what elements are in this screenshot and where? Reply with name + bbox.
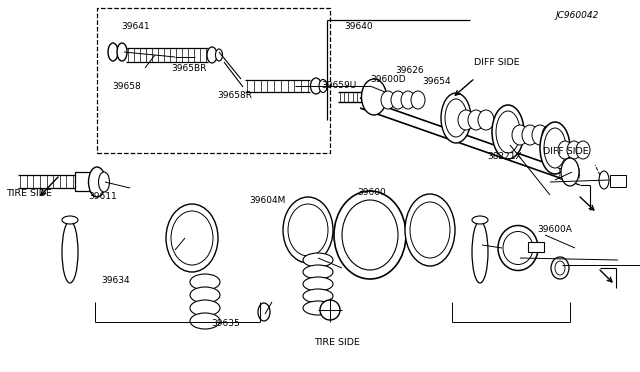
Ellipse shape <box>441 93 471 143</box>
Ellipse shape <box>544 128 566 168</box>
Text: TIRE SIDE: TIRE SIDE <box>314 339 360 347</box>
Bar <box>528 242 544 252</box>
Ellipse shape <box>362 79 387 115</box>
Text: 3965BR: 3965BR <box>172 64 207 73</box>
Text: 39604M: 39604M <box>250 196 286 205</box>
Ellipse shape <box>319 80 327 93</box>
Ellipse shape <box>496 111 520 153</box>
Text: 39654: 39654 <box>422 77 451 86</box>
Ellipse shape <box>334 191 406 279</box>
Ellipse shape <box>401 91 415 109</box>
Text: DIFF SIDE: DIFF SIDE <box>543 147 588 156</box>
Text: 39658: 39658 <box>112 82 141 91</box>
Text: 39600A: 39600A <box>538 225 572 234</box>
Ellipse shape <box>542 125 558 145</box>
Ellipse shape <box>207 47 217 63</box>
Ellipse shape <box>108 43 118 61</box>
Ellipse shape <box>576 141 590 159</box>
Text: 39640: 39640 <box>344 22 373 31</box>
Bar <box>610 175 626 187</box>
Ellipse shape <box>492 105 524 159</box>
Ellipse shape <box>283 197 333 263</box>
Text: 38221X: 38221X <box>488 153 522 161</box>
Ellipse shape <box>99 172 109 192</box>
Text: 39635: 39635 <box>211 319 240 328</box>
Text: 39659U: 39659U <box>321 81 356 90</box>
Ellipse shape <box>117 43 127 61</box>
Ellipse shape <box>445 99 467 137</box>
Ellipse shape <box>472 216 488 224</box>
Ellipse shape <box>288 204 328 256</box>
Text: 39600: 39600 <box>357 188 386 197</box>
Ellipse shape <box>405 194 455 266</box>
Ellipse shape <box>472 221 488 283</box>
Ellipse shape <box>166 204 218 272</box>
Text: DIFF SIDE: DIFF SIDE <box>474 58 519 67</box>
Ellipse shape <box>190 274 220 290</box>
Ellipse shape <box>303 265 333 279</box>
Ellipse shape <box>381 91 395 109</box>
Ellipse shape <box>410 202 450 258</box>
Ellipse shape <box>458 110 474 130</box>
Ellipse shape <box>522 125 538 145</box>
Ellipse shape <box>555 261 565 275</box>
Ellipse shape <box>258 303 270 321</box>
Text: TIRE SIDE: TIRE SIDE <box>6 189 52 198</box>
Ellipse shape <box>498 225 538 270</box>
Ellipse shape <box>303 253 333 267</box>
Ellipse shape <box>216 49 223 61</box>
Ellipse shape <box>468 110 484 130</box>
Ellipse shape <box>512 125 528 145</box>
Ellipse shape <box>532 125 548 145</box>
Ellipse shape <box>391 91 405 109</box>
Ellipse shape <box>342 200 398 270</box>
Ellipse shape <box>190 313 220 329</box>
Ellipse shape <box>561 158 579 186</box>
Ellipse shape <box>190 300 220 316</box>
Ellipse shape <box>558 141 572 159</box>
Ellipse shape <box>551 257 569 279</box>
Text: 39641: 39641 <box>122 22 150 31</box>
Ellipse shape <box>190 287 220 303</box>
Text: 39611: 39611 <box>88 192 117 201</box>
Ellipse shape <box>310 78 321 94</box>
Bar <box>97 8 330 153</box>
Ellipse shape <box>567 141 581 159</box>
Ellipse shape <box>320 300 340 320</box>
Ellipse shape <box>62 216 78 224</box>
Text: 39658R: 39658R <box>218 92 253 100</box>
Text: 39600D: 39600D <box>370 76 406 84</box>
Ellipse shape <box>303 277 333 291</box>
Text: JC960042: JC960042 <box>556 11 599 20</box>
Bar <box>75 172 91 191</box>
Text: 39634: 39634 <box>101 276 130 285</box>
Ellipse shape <box>478 110 494 130</box>
Ellipse shape <box>171 211 213 265</box>
Ellipse shape <box>62 221 78 283</box>
Ellipse shape <box>303 301 333 315</box>
Text: 39626: 39626 <box>396 66 424 75</box>
Ellipse shape <box>411 91 425 109</box>
Ellipse shape <box>303 289 333 303</box>
Ellipse shape <box>88 167 106 197</box>
Ellipse shape <box>599 171 609 189</box>
Ellipse shape <box>540 122 570 174</box>
Ellipse shape <box>503 231 533 264</box>
